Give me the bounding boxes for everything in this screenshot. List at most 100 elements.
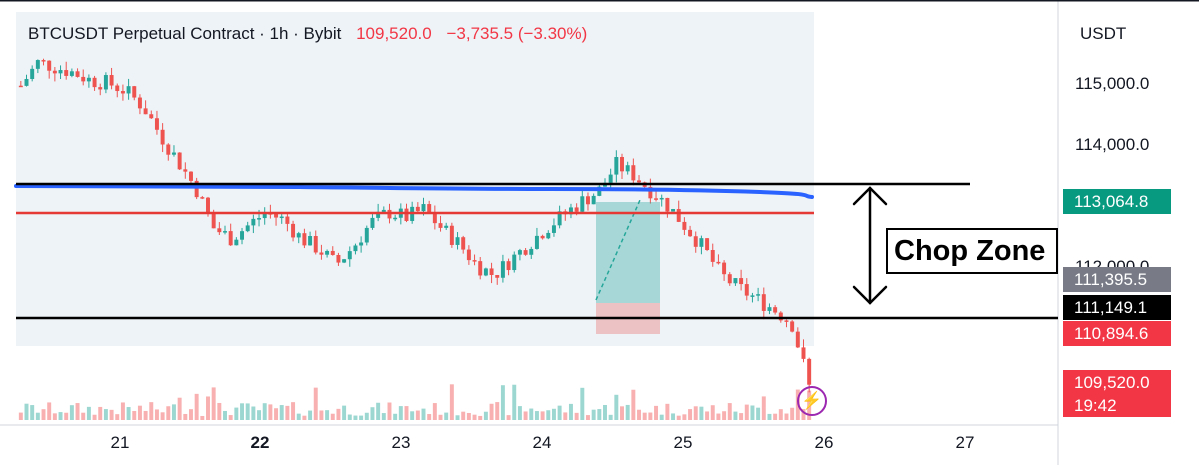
- volume-bar: [126, 407, 131, 420]
- volume-bar: [58, 412, 63, 420]
- ma-price-tag: 113,064.8: [1063, 189, 1171, 214]
- candle-body: [688, 229, 693, 237]
- date-tick-label: 25: [673, 433, 693, 452]
- volume-bar: [347, 414, 352, 420]
- level-price-tag: 111,395.5: [1063, 267, 1171, 292]
- candle-body: [716, 261, 721, 264]
- volume-bar: [642, 412, 647, 420]
- volume-bar: [279, 405, 284, 420]
- last-price-tag: 109,520.0 19:42: [1063, 370, 1171, 417]
- candle-body: [608, 174, 613, 183]
- volume-bar: [18, 412, 23, 420]
- volume-bar: [228, 415, 233, 420]
- volume-bar: [223, 410, 227, 420]
- candle-body: [455, 237, 460, 245]
- candle-body: [245, 225, 250, 232]
- volume-bar: [52, 413, 57, 420]
- candle-body: [41, 60, 46, 62]
- candle-body: [81, 76, 86, 82]
- volume-bar: [291, 402, 296, 420]
- date-tick-label: 26: [814, 433, 834, 452]
- volume-bar: [41, 409, 46, 420]
- volume-bar: [194, 393, 199, 420]
- volume-bar: [64, 412, 69, 420]
- volume-bar: [557, 405, 562, 420]
- candle-body: [308, 236, 313, 246]
- candle-body: [807, 358, 812, 385]
- lightning-bolt-icon[interactable]: ⚡: [797, 386, 827, 416]
- candle-body: [160, 129, 165, 145]
- candle-body: [773, 307, 778, 313]
- volume-bar: [614, 394, 619, 420]
- date-tick-label: 27: [955, 433, 975, 452]
- volume-bar: [744, 404, 749, 420]
- symbol-title[interactable]: BTCUSDT Perpetual Contract · 1h · Bybit: [28, 24, 342, 43]
- moving-average-line: [14, 184, 814, 199]
- candle-body: [336, 254, 341, 263]
- volume-bar: [500, 385, 505, 420]
- volume-bar: [200, 415, 205, 420]
- volume-bar: [251, 406, 256, 420]
- candle-body: [291, 223, 296, 238]
- candle-body: [302, 233, 307, 246]
- candle-body: [24, 78, 29, 86]
- volume-bar: [268, 404, 273, 420]
- candle-body: [722, 262, 727, 275]
- volume-bar: [325, 410, 330, 420]
- candle-body: [767, 307, 772, 311]
- volume-bar: [75, 403, 80, 420]
- candle-body: [466, 249, 471, 261]
- volume-bar: [262, 403, 267, 420]
- candle-body: [597, 186, 602, 196]
- volume-bar: [699, 406, 704, 420]
- candle-body: [296, 233, 301, 238]
- candle-body: [109, 75, 114, 86]
- candle-body: [461, 237, 466, 250]
- volume-bar: [778, 409, 783, 420]
- volume-bar: [580, 387, 585, 420]
- chop-zone-label[interactable]: Chop Zone: [886, 228, 1058, 274]
- volume-bar: [722, 411, 727, 420]
- candle-body: [171, 152, 176, 155]
- volume-bar: [166, 406, 171, 420]
- volume-bar: [449, 384, 454, 420]
- candle-body: [671, 209, 676, 212]
- volume-bar: [381, 413, 386, 420]
- candle-body: [415, 206, 420, 212]
- candle-body: [648, 186, 653, 199]
- volume-bar: [92, 414, 97, 420]
- date-tick-label: 23: [391, 433, 411, 452]
- volume-bar: [421, 408, 426, 420]
- volume-bar: [245, 403, 250, 420]
- candle-body: [92, 77, 97, 88]
- candle-body: [103, 75, 108, 90]
- volume-bar: [790, 407, 795, 420]
- candle-body: [534, 235, 539, 249]
- volume-bar: [438, 414, 443, 420]
- candle-body: [200, 197, 205, 199]
- candle-body: [154, 118, 159, 130]
- long-position-profit-zone: [596, 202, 660, 303]
- volume-bar: [149, 402, 154, 420]
- candle-body: [188, 171, 193, 181]
- volume-bar: [364, 412, 369, 420]
- candle-body: [251, 218, 256, 226]
- volume-bar: [330, 413, 335, 420]
- volume-bar: [398, 406, 403, 420]
- candle-body: [137, 97, 142, 109]
- candle-body: [540, 235, 545, 239]
- candle-body: [35, 60, 40, 69]
- volume-bar: [727, 403, 732, 420]
- candle-body: [228, 231, 233, 246]
- candle-body: [115, 85, 120, 92]
- volume-bar: [24, 403, 29, 420]
- candle-body: [551, 225, 556, 233]
- shaded-band-top: [16, 12, 814, 56]
- volume-bar: [274, 408, 279, 420]
- volume-bar: [410, 411, 415, 420]
- candle-body: [262, 213, 267, 219]
- volume-bar: [693, 406, 698, 420]
- currency-label: USDT: [1080, 24, 1127, 43]
- volume-bar: [523, 411, 528, 420]
- volume-bar: [551, 408, 556, 420]
